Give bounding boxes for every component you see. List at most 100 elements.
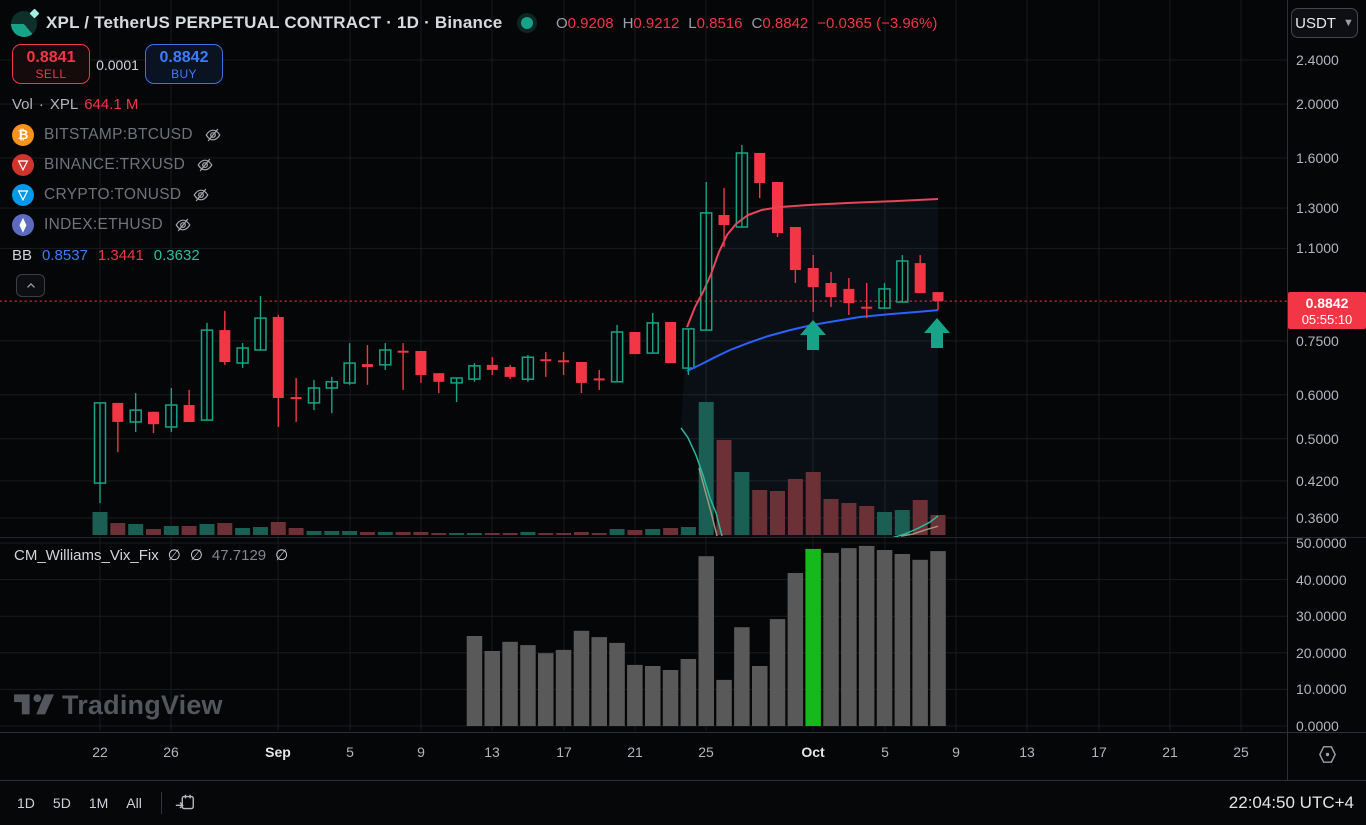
btc-icon: ₿: [12, 123, 34, 146]
last-price-value: 0.8842: [1305, 294, 1349, 311]
volume-bar: [359, 532, 375, 535]
vix-bar: [858, 545, 875, 726]
range-button-1d[interactable]: 1D: [17, 795, 35, 811]
time-tick-13: 13: [484, 744, 500, 760]
volume-bar: [627, 530, 643, 535]
collapse-panel-button[interactable]: [16, 274, 45, 297]
eye-off-icon[interactable]: [195, 156, 215, 174]
currency-unit-button[interactable]: USDT ▼: [1291, 8, 1358, 38]
vix-indicator-name[interactable]: CM_Williams_Vix_Fix: [14, 547, 159, 564]
time-tick-17: 17: [1091, 744, 1107, 760]
sell-button[interactable]: 0.8841 SELL: [12, 44, 90, 84]
vix-bar: [555, 649, 572, 726]
buy-price: 0.8842: [159, 48, 209, 66]
time-tick-25: 25: [1233, 744, 1249, 760]
clock-timezone[interactable]: 22:04:50 UTC+4: [1228, 793, 1354, 812]
volume-bar: [877, 512, 892, 535]
band-line: [698, 467, 718, 537]
buy-button[interactable]: 0.8842 BUY: [145, 44, 223, 84]
axis-settings-hexagon-icon[interactable]: [1316, 743, 1339, 771]
ohlc-values: O0.9208 H0.9212 L0.8516 C0.8842 −0.0365 (−3.…: [556, 15, 937, 32]
time-tick-25: 25: [698, 744, 714, 760]
range-button-all[interactable]: All: [126, 795, 142, 811]
range-button-5d[interactable]: 5D: [52, 795, 71, 811]
vix-bar: [716, 679, 732, 726]
market-status-dot-icon: [521, 17, 533, 29]
watchlist-item-trxusd[interactable]: ▽ BINANCE:TRXUSD: [12, 153, 223, 176]
ohlc-value: 0.9208: [567, 15, 614, 32]
volume-readout: Vol · XPL 644.1 M: [12, 96, 138, 113]
eth-icon: ⧫: [12, 213, 34, 236]
eye-off-icon[interactable]: [203, 126, 223, 144]
vol-label: Vol: [12, 96, 33, 113]
volume-bar: [680, 527, 696, 535]
symbol-title[interactable]: XPL / TetherUS PERPETUAL CONTRACT · 1D ·…: [46, 13, 503, 32]
vix-bar: [894, 554, 911, 726]
volume-bar: [841, 503, 857, 535]
price-tick: 1.1000: [1296, 240, 1339, 257]
ohlc-value: 0.9212: [633, 15, 680, 32]
vix-bar: [662, 670, 679, 726]
bb-zone: [681, 199, 938, 537]
volume-bar: [912, 500, 928, 535]
volume-bar: [449, 533, 465, 535]
vix-bar: [787, 573, 804, 726]
vix-bar: [538, 653, 554, 726]
chart-canvas[interactable]: [0, 0, 1366, 780]
volume-bar: [342, 531, 358, 535]
time-tick-22: 22: [92, 744, 108, 760]
vix-bar: [698, 556, 714, 726]
watchlist-symbol: BINANCE:TRXUSD: [44, 155, 186, 173]
time-tick-21: 21: [627, 744, 643, 760]
indicator-tick: 40.0000: [1296, 571, 1347, 588]
vix-bar: [502, 641, 518, 726]
buy-arrow-icon: [924, 318, 950, 348]
volume-bar: [645, 529, 661, 535]
time-tick-oct: Oct: [801, 744, 825, 760]
volume-bar: [466, 533, 482, 535]
band-line: [680, 427, 723, 537]
watchlist-item-btcusd[interactable]: ₿ BITSTAMP:BTCUSD: [12, 123, 223, 146]
bb-indicator-row[interactable]: BB 0.8537 1.3441 0.3632: [12, 247, 200, 264]
volume-bar: [324, 531, 340, 535]
vix-bar: [645, 666, 661, 726]
sell-label: SELL: [35, 66, 67, 81]
indicator-tick: 10.0000: [1296, 681, 1347, 698]
vol-value: 644.1 M: [84, 96, 139, 113]
price-tick: 0.3600: [1296, 510, 1339, 526]
vix-bar: [769, 619, 786, 726]
go-to-date-button[interactable]: [174, 792, 196, 814]
volume-bar: [859, 506, 875, 535]
volume-bar: [110, 523, 126, 535]
price-tick: 2.4000: [1296, 52, 1339, 69]
indicator-tick: 0.0000: [1296, 718, 1339, 734]
vix-bar: [930, 551, 946, 726]
ton-icon: ▽: [12, 183, 34, 206]
volume-bar: [163, 526, 179, 535]
range-button-1m[interactable]: 1M: [88, 795, 109, 811]
buy-arrow-icon: [800, 320, 826, 350]
sell-price: 0.8841: [26, 48, 76, 66]
last-price-label: 0.8842 05:55:10: [1288, 292, 1366, 329]
watchlist-symbol: CRYPTO:TONUSD: [44, 185, 182, 203]
bottom-toolbar: 1D 5D 1M All 22:04:50 UTC+4: [0, 780, 1366, 825]
bb-value-1: 0.8537: [42, 247, 88, 264]
vix-bar: [484, 651, 500, 726]
eye-off-icon[interactable]: [191, 186, 211, 204]
time-tick-9: 9: [952, 744, 960, 760]
price-tick: 1.3000: [1296, 200, 1339, 217]
vix-bar: [912, 559, 928, 726]
eye-off-icon[interactable]: [173, 216, 193, 234]
ohlc-o: O0.9208: [556, 15, 614, 32]
toolbar-divider: [160, 792, 162, 814]
tradingview-logo-icon: [14, 694, 54, 715]
vix-indicator-row: CM_Williams_Vix_Fix ∅ ∅ 47.7129 ∅: [14, 546, 288, 564]
volume-bar: [805, 472, 821, 535]
watchlist-item-ethusd[interactable]: ⧫ INDEX:ETHUSD: [12, 213, 223, 236]
volume-bar: [270, 522, 286, 535]
vix-bar: [823, 552, 839, 726]
vix-bar: [627, 664, 643, 726]
vix-bar: [841, 548, 857, 726]
ohlc-key: H: [622, 15, 634, 32]
watchlist-item-tonusd[interactable]: ▽ CRYPTO:TONUSD: [12, 183, 223, 206]
